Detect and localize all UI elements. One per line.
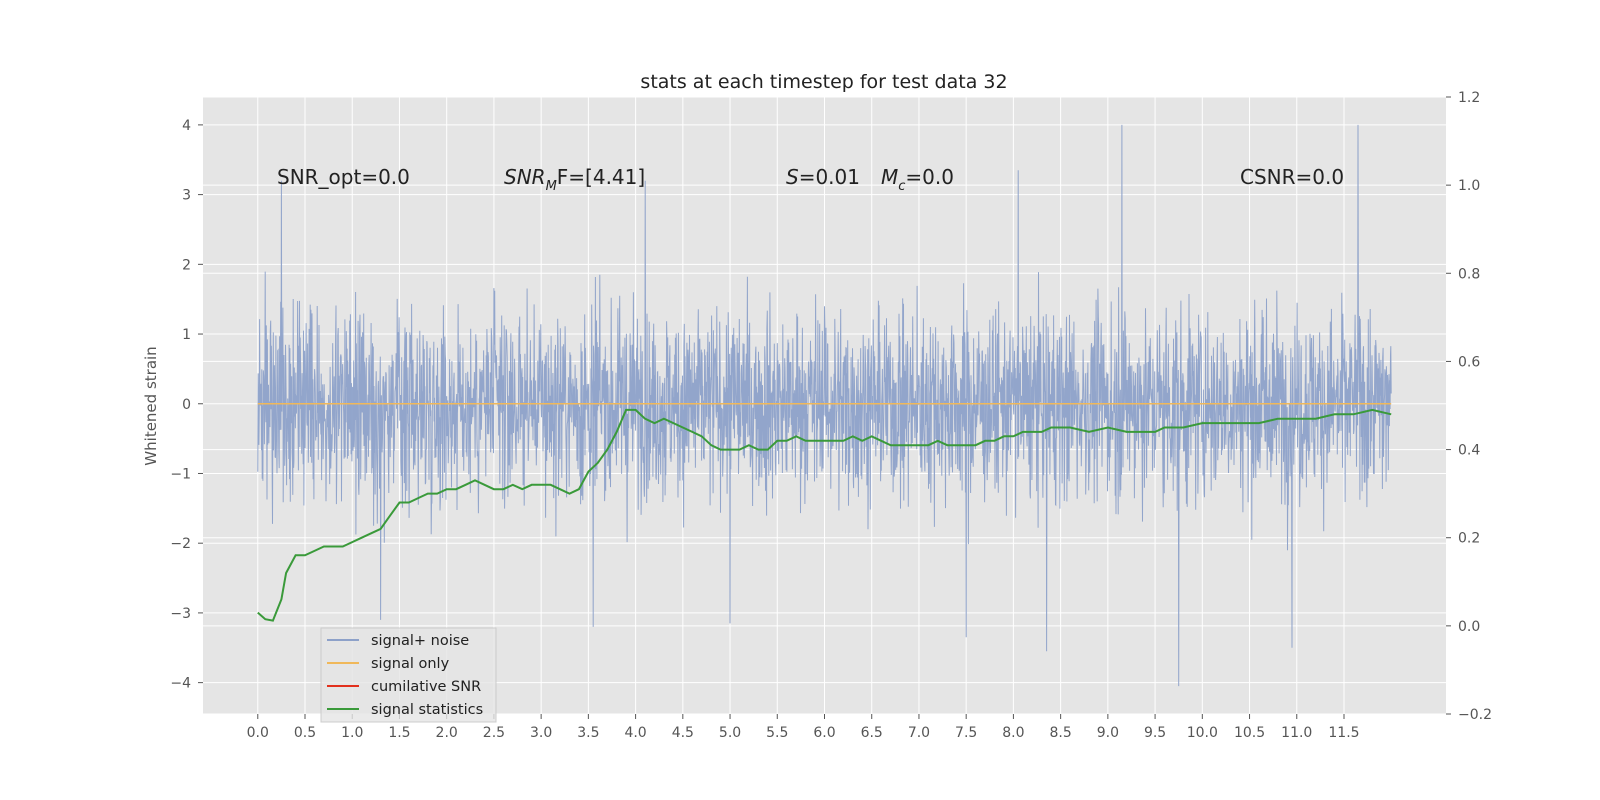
y-tick-label-left: 3: [182, 188, 191, 204]
x-tick-label: 9.5: [1144, 725, 1166, 741]
x-tick-label: 4.5: [672, 725, 694, 741]
y-tick-label-left: 4: [182, 118, 191, 134]
x-tick-label: 2.5: [483, 725, 505, 741]
annotation-snr-mf-rest: F=[4.41]: [557, 165, 645, 189]
x-tick-label: 3.0: [530, 725, 552, 741]
y-tick-label-right: 0.8: [1458, 266, 1480, 282]
annotation-mc-sub: c: [898, 179, 905, 194]
annotation-mc-rest: =0.0: [905, 165, 954, 189]
y-tick-label-left: 1: [182, 327, 191, 343]
y-tick-label-right: −0.2: [1458, 707, 1492, 723]
x-tick-label: 5.5: [766, 725, 788, 741]
annotation-snr-mf: SNRMF=[4.41]: [504, 165, 645, 194]
x-tick-label: 4.0: [624, 725, 646, 741]
x-tick-label: 0.0: [247, 725, 269, 741]
y-tick-label-left: −2: [170, 536, 191, 552]
annotation-mc: Mc=0.0: [881, 165, 954, 194]
y-axis-label: Whitened strain: [142, 346, 160, 465]
x-tick-label: 8.5: [1049, 725, 1071, 741]
x-tick-label: 2.0: [436, 725, 458, 741]
x-tick-label: 10.0: [1187, 725, 1218, 741]
signal-plus-noise-line: [257, 124, 1392, 687]
legend-label-cumilative-snr: cumilative SNR: [371, 679, 481, 695]
left-y-axis: −4 −3 −2 −1 0 1 2 3 4: [170, 118, 203, 692]
x-axis: 0.0 0.5 1.0 1.5 2.0 2.5 3.0 3.5 4.0 4.5 5.0 5.5 6.0 6…: [247, 714, 1360, 741]
y-tick-label-right: 0.2: [1458, 531, 1480, 547]
y-tick-label-right: 1.2: [1458, 90, 1480, 106]
annotation-s-rest: =0.01: [799, 165, 860, 189]
x-tick-label: 5.0: [719, 725, 741, 741]
series-signal-statistics: [257, 408, 1392, 622]
legend: signal+ noise signal only cumilative SNR…: [320, 627, 497, 723]
x-tick-label: 0.5: [294, 725, 316, 741]
x-tick-label: 7.0: [908, 725, 930, 741]
annotation-snr-mf-main: SNR: [504, 165, 546, 189]
x-tick-label: 8.0: [1002, 725, 1024, 741]
annotation-mc-main: M: [881, 165, 898, 189]
x-tick-label: 10.5: [1234, 725, 1265, 741]
x-tick-label: 11.0: [1281, 725, 1312, 741]
y-tick-label-left: −4: [170, 676, 191, 692]
y-tick-label-right: 0.0: [1458, 619, 1480, 635]
annotation-s-main: S: [786, 165, 799, 189]
x-tick-label: 9.0: [1097, 725, 1119, 741]
y-tick-label-left: −1: [170, 466, 191, 482]
x-tick-label: 1.0: [341, 725, 363, 741]
y-tick-label-left: 2: [182, 257, 191, 273]
x-tick-label: 11.5: [1328, 725, 1359, 741]
series-signal-plus-noise: [257, 124, 1392, 687]
y-tick-label-right: 1.0: [1458, 178, 1480, 194]
x-tick-label: 1.5: [388, 725, 410, 741]
legend-box: [320, 627, 497, 723]
x-tick-label: 6.5: [861, 725, 883, 741]
annotation-s: S=0.01: [786, 165, 860, 189]
right-y-axis: −0.2 0.0 0.2 0.4 0.6 0.8 1.0 1.2: [1446, 90, 1492, 723]
annotation-snr-mf-sub: M: [546, 179, 557, 194]
y-tick-label-left: −3: [170, 606, 191, 622]
y-tick-label-left: 0: [182, 397, 191, 413]
legend-label-signal-plus-noise: signal+ noise: [371, 633, 469, 649]
annotation-csnr: CSNR=0.0: [1240, 165, 1344, 189]
x-tick-label: 3.5: [577, 725, 599, 741]
y-tick-label-right: 0.4: [1458, 443, 1480, 459]
legend-label-signal-only: signal only: [371, 656, 450, 672]
signal-statistics-line: [257, 408, 1392, 622]
y-tick-label-right: 0.6: [1458, 354, 1480, 370]
annotation-snr-opt: SNR_opt=0.0: [277, 165, 410, 189]
legend-label-signal-statistics: signal statistics: [371, 702, 483, 718]
x-tick-label: 6.0: [813, 725, 835, 741]
chart-title: stats at each timestep for test data 32: [640, 71, 1007, 93]
x-tick-label: 7.5: [955, 725, 977, 741]
